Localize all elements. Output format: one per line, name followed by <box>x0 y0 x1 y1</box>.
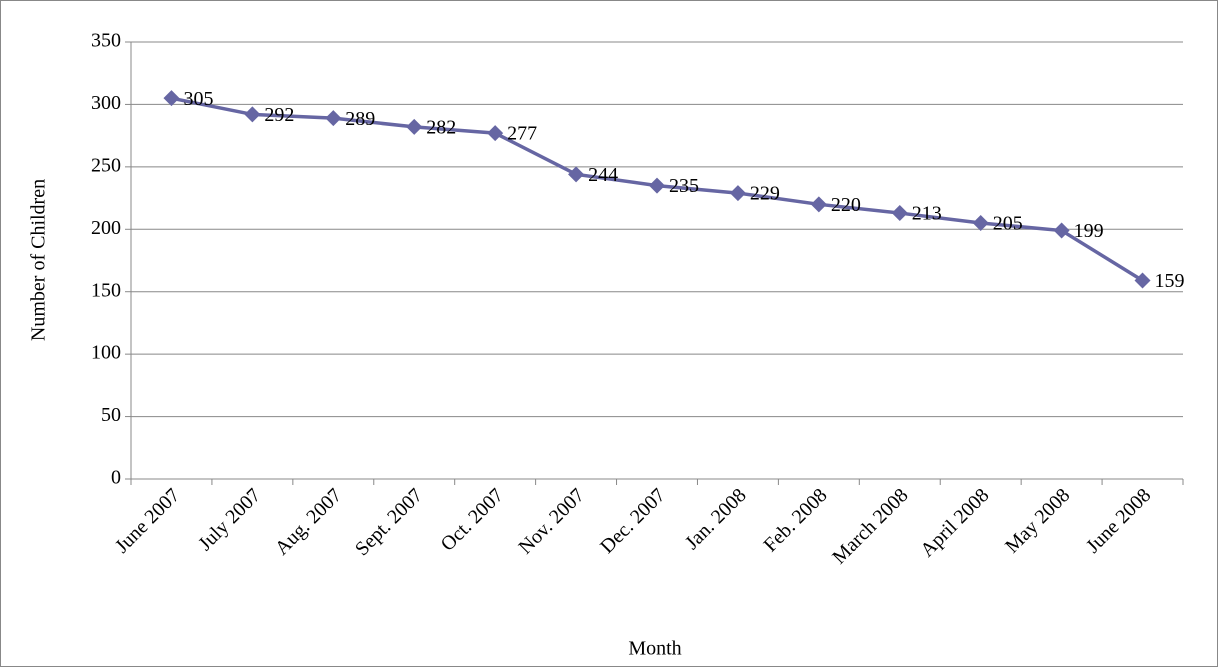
data-label: 205 <box>993 213 1023 235</box>
y-tick-label: 50 <box>101 404 121 426</box>
y-tick-label: 350 <box>91 30 121 52</box>
marker <box>649 177 665 194</box>
y-tick-label: 150 <box>91 279 121 301</box>
marker <box>163 90 180 107</box>
marker <box>406 118 423 135</box>
y-axis-label: Number of Children <box>28 179 50 341</box>
marker <box>1134 272 1151 289</box>
marker <box>891 205 908 222</box>
data-label: 305 <box>183 88 213 110</box>
y-tick-label: 300 <box>91 92 121 114</box>
marker <box>244 106 261 123</box>
data-label: 289 <box>345 108 375 130</box>
marker <box>568 166 585 183</box>
data-label: 292 <box>264 104 294 126</box>
marker <box>972 215 989 232</box>
marker <box>729 185 746 202</box>
x-axis-label: Month <box>628 638 681 660</box>
marker <box>487 125 504 142</box>
y-tick-label: 200 <box>91 217 121 239</box>
data-label: 213 <box>912 203 942 225</box>
data-label: 244 <box>588 164 618 186</box>
y-tick-label: 250 <box>91 154 121 176</box>
data-label: 282 <box>426 116 456 138</box>
data-label: 199 <box>1074 220 1104 242</box>
data-label: 235 <box>669 175 699 197</box>
y-tick-label: 100 <box>91 342 121 364</box>
marker <box>810 196 827 213</box>
data-label: 229 <box>750 183 780 205</box>
y-tick-label: 0 <box>111 467 121 489</box>
data-label: 159 <box>1155 270 1185 292</box>
data-label: 277 <box>507 123 537 145</box>
marker <box>325 110 342 127</box>
marker <box>1053 222 1070 239</box>
data-label: 220 <box>831 194 861 216</box>
